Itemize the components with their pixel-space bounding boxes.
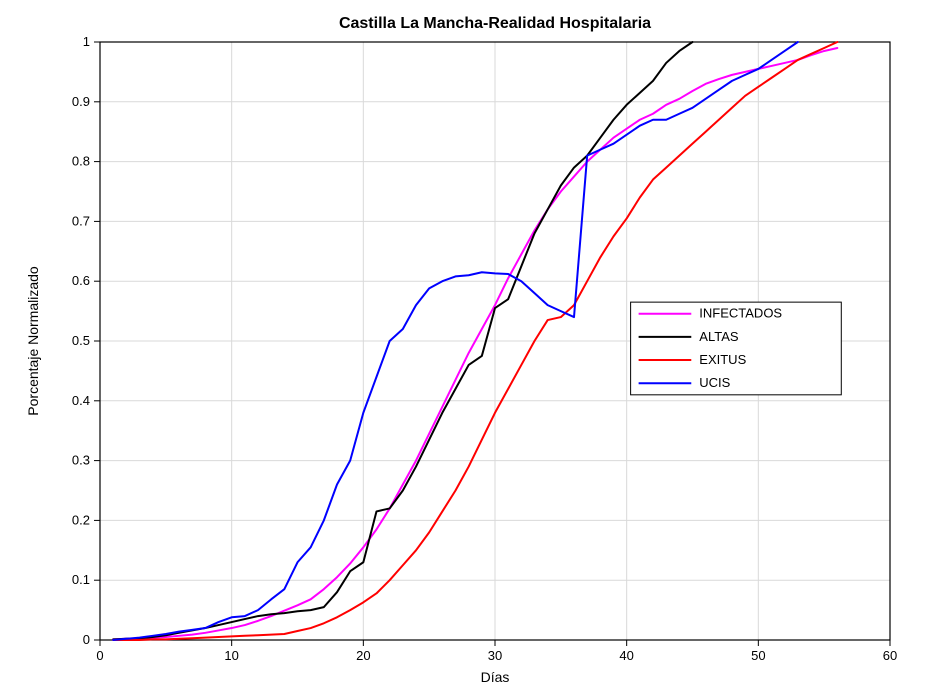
chart-svg: 0 10 20 30 40 50 60 0 0.1 0.2 0.3 0.4 0.5 0.6 0.7 0.8 0.… [0, 0, 934, 700]
tick-y-label: 0.6 [72, 273, 90, 288]
tick-x-label: 20 [356, 648, 370, 663]
legend-label: INFECTADOS [699, 306, 782, 321]
y-axis-label: Porcentaje Normalizado [25, 266, 41, 416]
tick-y-label: 0.4 [72, 393, 90, 408]
tick-y-label: 0.9 [72, 94, 90, 109]
tick-x-label: 60 [883, 648, 897, 663]
tick-y-label: 0.2 [72, 512, 90, 527]
tick-y-label: 0 [83, 632, 90, 647]
chart-title: Castilla La Mancha-Realidad Hospitalaria [339, 15, 651, 32]
tick-y-label: 0.8 [72, 154, 90, 169]
tick-y-label: 0.7 [72, 213, 90, 228]
tick-x-label: 40 [619, 648, 633, 663]
tick-x-label: 10 [224, 648, 238, 663]
tick-y-label: 0.5 [72, 333, 90, 348]
tick-x-label: 0 [96, 648, 103, 663]
tick-x-label: 50 [751, 648, 765, 663]
tick-y-label: 1 [83, 34, 90, 49]
tick-x-label: 30 [488, 648, 502, 663]
x-axis-label: Días [481, 669, 510, 685]
tick-y-label: 0.1 [72, 572, 90, 587]
tick-y-label: 0.3 [72, 453, 90, 468]
legend-label: UCIS [699, 375, 730, 390]
legend-label: EXITUS [699, 352, 746, 367]
legend-label: ALTAS [699, 329, 739, 344]
line-chart: 0 10 20 30 40 50 60 0 0.1 0.2 0.3 0.4 0.5 0.6 0.7 0.8 0.… [0, 0, 934, 700]
